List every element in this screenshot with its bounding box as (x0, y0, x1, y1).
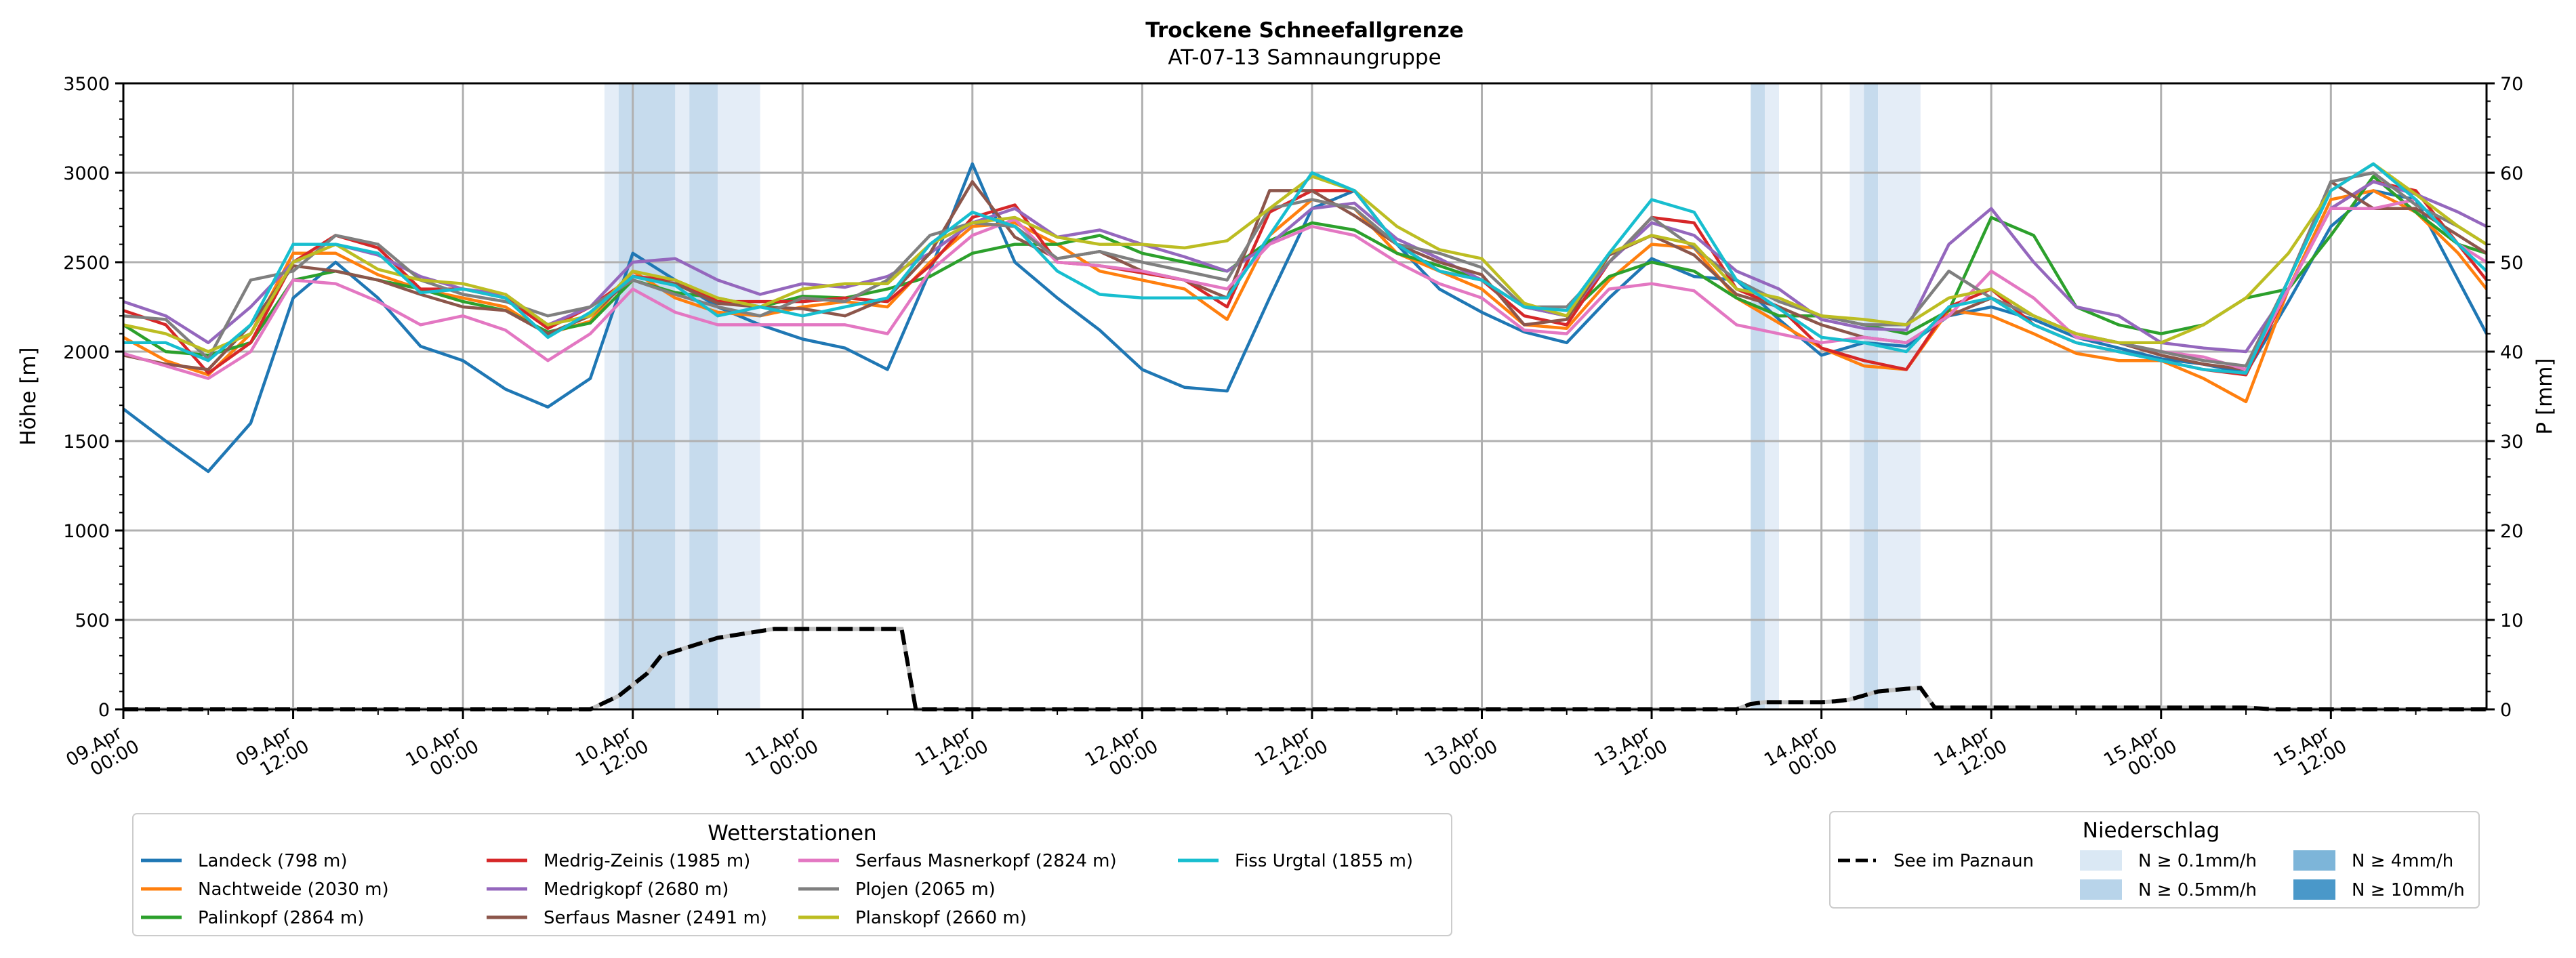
series-line-planskopf (123, 162, 2488, 354)
legend-precip-swatch (2080, 879, 2122, 900)
grid (122, 82, 2487, 711)
legend-lake-label: See im Paznaun (1894, 851, 2034, 871)
legend-label: Serfaus Masnerkopf (2824 m) (855, 851, 1117, 871)
y2-tick-label: 40 (2500, 342, 2523, 363)
legend-label: Landeck (798 m) (198, 851, 348, 871)
chart-subtitle: AT-07-13 Samnaungruppe (1168, 45, 1441, 70)
axes: 0 500 1000 1500 2000 2500 3000 3500 0 10 20 30 40 50 6… (62, 74, 2523, 780)
y-tick-label: 2500 (63, 253, 110, 274)
series-line-palinkopf (122, 175, 2487, 357)
legend-precip-swatch (2293, 879, 2335, 900)
legend-stations-frame (132, 813, 1452, 936)
series-line-plojen (123, 171, 2488, 368)
y-tick-label: 1000 (63, 521, 110, 542)
y2-tick-label: 50 (2500, 253, 2523, 274)
y2-axis-label: P [mm] (2533, 358, 2557, 434)
legend-stations-title: Wetterstationen (708, 821, 876, 846)
legend-precip-label: N ≥ 0.5mm/h (2138, 880, 2257, 900)
y2-tick-label: 20 (2500, 521, 2523, 542)
y2-tick-label: 30 (2500, 432, 2523, 453)
legend-label: Planskopf (2660 m) (855, 908, 1027, 928)
precip-band (1751, 83, 1765, 709)
y-tick-label: 3500 (63, 74, 110, 95)
legend-precip: Niederschlag See im Paznaun N ≥ 0.1mm/h N… (1829, 811, 2480, 909)
y2-tick-label: 10 (2500, 610, 2523, 631)
lake-precip-line (123, 627, 2487, 711)
precip-band (717, 83, 760, 709)
y-tick-label: 2000 (63, 342, 110, 363)
precip-band (604, 83, 619, 709)
legend-label: Palinkopf (2864 m) (198, 908, 364, 928)
legend-precip-swatch (2080, 850, 2122, 871)
y-axis-label: Höhe [m] (16, 347, 41, 445)
legend-label: Serfaus Masner (2491 m) (544, 908, 767, 928)
lake-line-under (123, 627, 2487, 711)
legend-label: Medrig-Zeinis (1985 m) (544, 851, 750, 871)
y2-tick-label: 70 (2500, 74, 2523, 95)
plot-frame (122, 82, 2488, 711)
precip-band (1765, 83, 1779, 709)
precip-band (1864, 83, 1879, 709)
y-tick-label: 1500 (63, 432, 110, 453)
legend-label: Fiss Urgtal (1855 m) (1235, 851, 1413, 871)
legend-label: Nachtweide (2030 m) (198, 879, 389, 900)
series-lines (122, 162, 2488, 474)
y2-tick-label: 60 (2500, 163, 2523, 184)
precip-band (1878, 83, 1921, 709)
series-line-fiss (123, 162, 2488, 375)
legend-label: Medrigkopf (2680 m) (544, 879, 729, 900)
precip-band (689, 83, 718, 709)
legend-label: Plojen (2065 m) (855, 879, 996, 900)
lake-line (123, 627, 2487, 711)
legend-precip-swatch (2293, 850, 2335, 871)
precip-band (618, 83, 676, 709)
legend-precip-label: N ≥ 0.1mm/h (2138, 851, 2257, 871)
y-tick-label: 3000 (63, 163, 110, 184)
precip-bands (604, 83, 1921, 709)
chart-title: Trockene Schneefallgrenze (1145, 18, 1464, 43)
legend-precip-label: N ≥ 4mm/h (2352, 851, 2453, 871)
y-tick-label: 500 (75, 610, 110, 631)
y-tick-label: 0 (98, 700, 110, 721)
y2-tick-label: 0 (2500, 700, 2512, 721)
legend-precip-label: N ≥ 10mm/h (2352, 880, 2465, 900)
legend-stations: Wetterstationen Landeck (798 m) Nachtweid… (132, 813, 1452, 936)
precip-band (675, 83, 690, 709)
series-line-landeck (122, 162, 2488, 474)
precip-band (1849, 83, 1864, 709)
legend-precip-title: Niederschlag (2083, 818, 2220, 843)
